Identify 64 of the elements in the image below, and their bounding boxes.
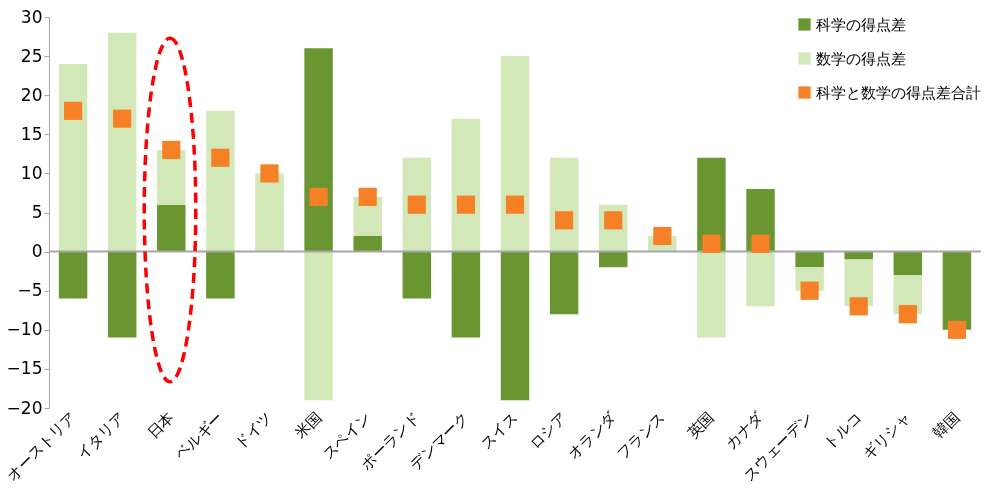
point — [358, 187, 377, 206]
y-tick-label: −10 — [6, 319, 43, 340]
legend-label: 科学と数学の得点差合計 — [816, 83, 981, 102]
bar — [500, 56, 530, 252]
legend-label: 数学の得点差 — [816, 49, 906, 68]
legend-label: 科学の得点差 — [816, 15, 906, 34]
x-tick-label: トルコ — [820, 408, 866, 453]
x-tick-label: フランス — [613, 408, 669, 464]
point — [800, 281, 819, 300]
bar — [893, 251, 923, 276]
point — [309, 187, 328, 206]
bar — [451, 118, 481, 252]
point — [63, 101, 83, 120]
y-tick-label: 5 — [31, 202, 43, 222]
y-tick-label: −20 — [6, 397, 43, 418]
y-tick-label: 25 — [20, 45, 43, 66]
y-tick-label: 15 — [20, 123, 43, 144]
point — [653, 226, 672, 246]
point — [505, 195, 525, 214]
point — [849, 297, 868, 316]
y-tick-label: 10 — [20, 162, 43, 183]
x-tick-label: 米国 — [291, 408, 325, 443]
bar — [107, 32, 137, 252]
x-tick-label: 韓国 — [929, 408, 964, 443]
point — [702, 234, 721, 253]
bar — [107, 251, 137, 338]
y-tick-label: −5 — [17, 280, 43, 301]
x-tick-label: ロシア — [525, 408, 571, 453]
bar — [451, 251, 481, 338]
point — [947, 320, 967, 339]
x-tick-label: 英国 — [683, 408, 718, 443]
y-tick-label: 30 — [20, 6, 43, 27]
x-tick-label: 日本 — [143, 408, 178, 443]
x-tick-label: イタリア — [73, 408, 129, 464]
y-tick-label: 20 — [20, 84, 43, 105]
bar — [549, 251, 579, 315]
point — [751, 234, 770, 253]
y-tick-label: 0 — [31, 241, 43, 262]
x-tick-label: カナダ — [722, 407, 768, 453]
point — [456, 195, 475, 214]
bar — [795, 251, 824, 268]
bar — [746, 251, 775, 307]
x-tick-label: ドイツ — [231, 408, 276, 453]
bar — [353, 235, 382, 252]
bar — [304, 251, 333, 401]
point — [211, 148, 230, 167]
bar — [255, 173, 284, 252]
point — [113, 109, 132, 128]
point — [260, 164, 279, 183]
point — [407, 195, 426, 214]
bar — [58, 251, 88, 299]
bar — [697, 251, 726, 338]
bar — [206, 251, 235, 299]
x-tick-label: スイス — [476, 408, 522, 453]
y-tick-label: −15 — [6, 358, 43, 379]
bar — [157, 204, 186, 252]
bar — [304, 48, 333, 252]
point — [898, 305, 917, 324]
bar — [58, 63, 88, 252]
bar — [402, 251, 432, 299]
point — [555, 211, 574, 230]
point — [162, 140, 181, 160]
bar — [206, 110, 235, 252]
bar — [500, 251, 530, 401]
